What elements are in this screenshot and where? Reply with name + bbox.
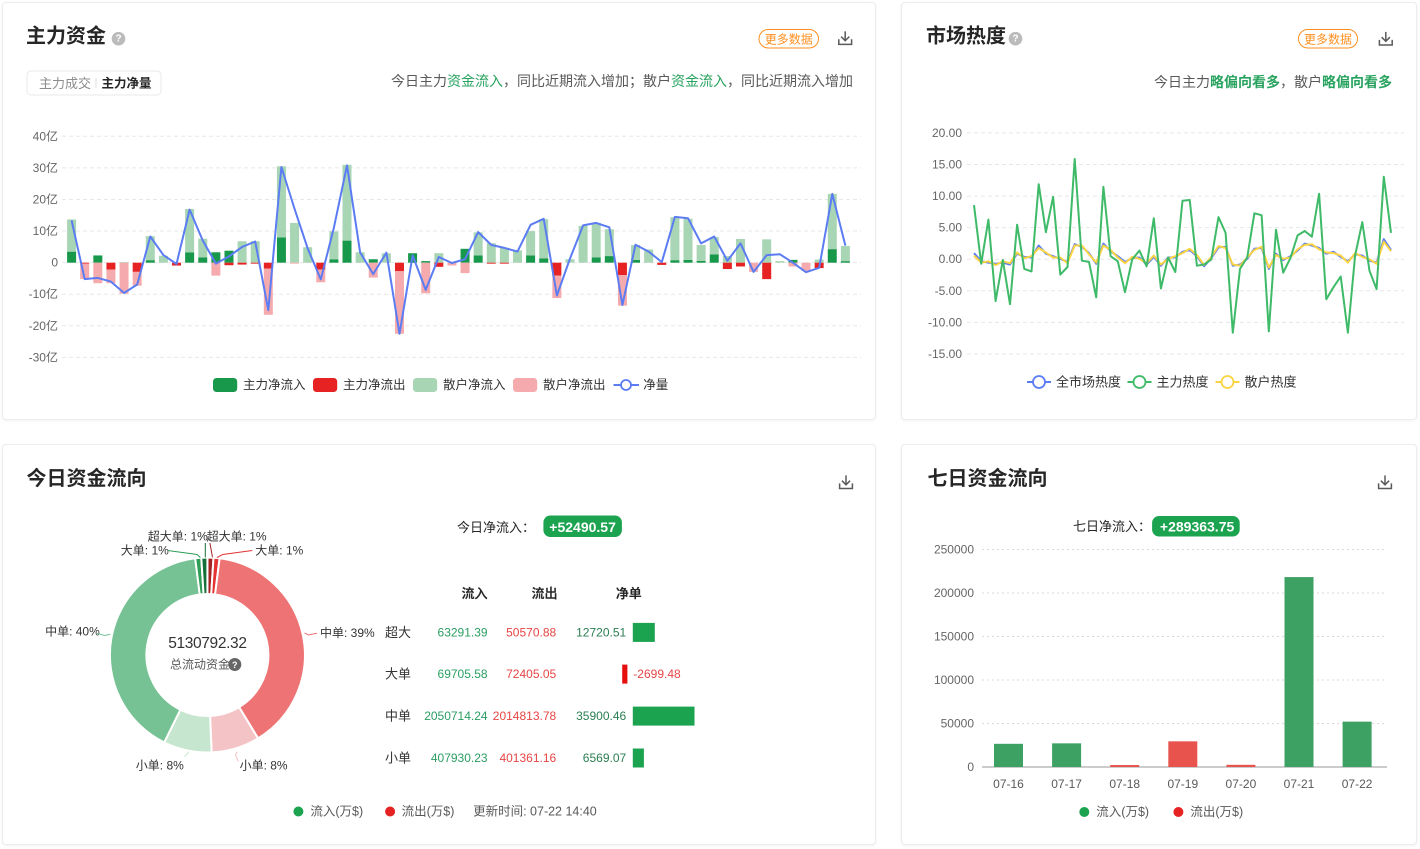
svg-text:今日主力略偏向看多，散户略偏向看多: 今日主力略偏向看多，散户略偏向看多 <box>1154 74 1392 90</box>
svg-text:大单: 1%: 大单: 1% <box>255 544 303 558</box>
svg-text:0: 0 <box>967 760 974 774</box>
svg-text:主力热度: 主力热度 <box>1157 375 1209 390</box>
svg-text:中单: 40%: 中单: 40% <box>45 624 100 639</box>
svg-text:更多数据: 更多数据 <box>1304 31 1352 46</box>
svg-text:全市场热度: 全市场热度 <box>1056 375 1121 390</box>
svg-text:中单: 中单 <box>385 709 411 724</box>
svg-text:超大单: 1%: 超大单: 1% <box>148 529 208 544</box>
svg-text:40亿: 40亿 <box>33 128 58 143</box>
svg-text:散户净流出: 散户净流出 <box>543 377 606 392</box>
svg-text:250000: 250000 <box>934 543 974 557</box>
svg-text:69705.58: 69705.58 <box>438 667 488 681</box>
svg-text:07-16: 07-16 <box>993 777 1024 791</box>
svg-text:更多数据: 更多数据 <box>765 31 813 46</box>
svg-text:七日资金流向: 七日资金流向 <box>928 466 1048 490</box>
svg-text:50570.88: 50570.88 <box>506 625 556 639</box>
svg-text:150000: 150000 <box>934 630 974 644</box>
svg-text:大单: 大单 <box>385 667 411 682</box>
svg-text:2050714.24: 2050714.24 <box>424 709 488 723</box>
svg-text:主力净量: 主力净量 <box>101 76 151 91</box>
svg-text:更新时间: 07-22 14:40: 更新时间: 07-22 14:40 <box>473 804 597 819</box>
svg-text:流入(万$): 流入(万$) <box>1096 805 1149 819</box>
svg-text:20亿: 20亿 <box>33 191 58 206</box>
svg-text:今日主力资金流入，同比近期流入增加；散户资金流入，同比近期流: 今日主力资金流入，同比近期流入增加；散户资金流入，同比近期流入增加 <box>391 73 853 90</box>
svg-text:12720.51: 12720.51 <box>576 625 626 639</box>
svg-text:07-17: 07-17 <box>1051 777 1082 791</box>
svg-text:35900.46: 35900.46 <box>576 709 626 723</box>
svg-text:今日资金流向: 今日资金流向 <box>27 466 147 490</box>
svg-text:10亿: 10亿 <box>33 223 58 238</box>
svg-text:今日净流入：: 今日净流入： <box>457 520 535 535</box>
svg-text:15.00: 15.00 <box>932 157 962 171</box>
svg-text:?: ? <box>232 660 238 670</box>
svg-text:流出(万$): 流出(万$) <box>402 805 455 819</box>
svg-text:-10.00: -10.00 <box>928 315 962 329</box>
svg-text:流入(万$): 流入(万$) <box>310 805 363 819</box>
svg-text:净单: 净单 <box>616 586 642 601</box>
svg-text:?: ? <box>1012 34 1018 45</box>
svg-text:流出: 流出 <box>531 586 557 601</box>
svg-text:-5.00: -5.00 <box>935 284 963 298</box>
svg-text:市场热度: 市场热度 <box>926 24 1006 48</box>
svg-text:50000: 50000 <box>941 717 975 731</box>
svg-text:07-19: 07-19 <box>1167 777 1198 791</box>
svg-text:407930.23: 407930.23 <box>431 751 488 765</box>
svg-text:主力成交: 主力成交 <box>39 76 91 91</box>
svg-text:0: 0 <box>51 256 58 270</box>
svg-text:小单: 8%: 小单: 8% <box>240 759 288 773</box>
svg-text:2014813.78: 2014813.78 <box>493 709 557 723</box>
svg-text:07-18: 07-18 <box>1109 777 1140 791</box>
svg-text:-2699.48: -2699.48 <box>633 667 681 681</box>
svg-text:总流动资金: 总流动资金 <box>170 657 230 672</box>
svg-text:超大单: 1%: 超大单: 1% <box>207 529 267 544</box>
svg-text:-20亿: -20亿 <box>29 318 58 333</box>
svg-text:+52490.57: +52490.57 <box>549 519 616 535</box>
svg-text:-15.00: -15.00 <box>928 347 962 361</box>
svg-text:30亿: 30亿 <box>33 160 58 175</box>
svg-text:07-22: 07-22 <box>1342 777 1373 791</box>
svg-text:10.00: 10.00 <box>932 189 962 203</box>
svg-text:-10亿: -10亿 <box>29 286 58 301</box>
svg-text:主力资金: 主力资金 <box>26 24 106 48</box>
svg-text:72405.05: 72405.05 <box>506 667 556 681</box>
svg-text:大单: 1%: 大单: 1% <box>121 544 169 558</box>
svg-text:散户净流入: 散户净流入 <box>443 377 506 392</box>
svg-text:63291.39: 63291.39 <box>438 625 488 639</box>
svg-text:07-20: 07-20 <box>1226 777 1257 791</box>
svg-text:07-21: 07-21 <box>1284 777 1315 791</box>
svg-text:主力净流入: 主力净流入 <box>243 378 306 392</box>
svg-text:100000: 100000 <box>934 673 974 687</box>
svg-text:净量: 净量 <box>643 378 668 392</box>
svg-text:超大: 超大 <box>385 625 411 640</box>
svg-text:流入: 流入 <box>461 586 487 601</box>
svg-text:5130792.32: 5130792.32 <box>168 635 246 652</box>
svg-text:散户热度: 散户热度 <box>1245 375 1297 390</box>
svg-text:流出(万$): 流出(万$) <box>1190 805 1243 819</box>
svg-text:七日净流入：: 七日净流入： <box>1073 519 1151 534</box>
svg-text:中单: 39%: 中单: 39% <box>320 625 375 640</box>
svg-text:200000: 200000 <box>934 586 974 600</box>
svg-text:-30亿: -30亿 <box>29 349 58 364</box>
svg-text:401361.16: 401361.16 <box>499 751 556 765</box>
svg-text:主力净流出: 主力净流出 <box>343 378 406 392</box>
svg-text:5.00: 5.00 <box>939 221 963 235</box>
svg-text:6569.07: 6569.07 <box>583 751 627 765</box>
svg-text:小单: 小单 <box>385 751 411 766</box>
svg-text:小单: 8%: 小单: 8% <box>136 759 184 773</box>
svg-text:0.00: 0.00 <box>939 252 963 266</box>
svg-text:20.00: 20.00 <box>932 126 962 140</box>
svg-text:+289363.75: +289363.75 <box>1160 518 1235 534</box>
svg-text:?: ? <box>115 34 121 45</box>
